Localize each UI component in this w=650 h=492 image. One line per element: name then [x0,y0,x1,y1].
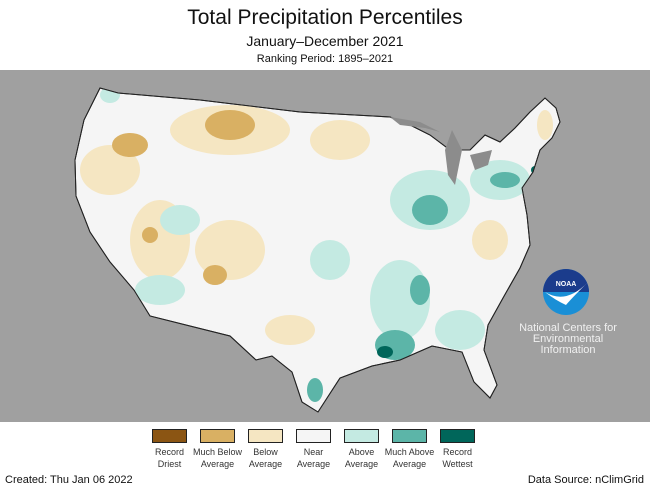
legend-item: Above Average [344,429,379,470]
legend-swatch [152,429,187,443]
legend-label: Above Average [344,447,379,469]
legend-swatch [296,429,331,443]
legend-item: Near Average [296,429,331,470]
legend-swatch [440,429,475,443]
legend-swatch [200,429,235,443]
legend-item: Record Driest [152,429,187,470]
legend-label: Much Above Average [384,447,435,469]
legend-swatch [248,429,283,443]
legend: Record Driest Much Below Average Below Ave… [152,429,476,470]
legend-swatch [344,429,379,443]
ncei-label: National Centers for Environmental Infor… [519,322,617,356]
map-title: Total Precipitation Percentiles [187,6,463,29]
legend-label: Near Average [296,447,331,469]
legend-item: Much Below Average [193,429,242,470]
created-date: Created: Thu Jan 06 2022 [5,474,133,486]
ranking-period: Ranking Period: 1895–2021 [256,53,394,65]
legend-label: Record Driest [154,447,184,469]
legend-swatch [392,429,427,443]
map-subtitle: January–December 2021 [246,33,404,49]
data-source: Data Source: nClimGrid [527,474,644,486]
svg-text:NOAA: NOAA [556,281,577,288]
legend-item: Below Average [248,429,283,470]
precipitation-map: NOAA [0,70,650,422]
legend-label: Record Wettest [442,447,473,469]
legend-item: Much Above Average [385,429,434,470]
legend-label: Much Below Average [192,447,243,469]
legend-item: Record Wettest [440,429,475,470]
noaa-logo: NOAA [543,269,589,315]
legend-label: Below Average [248,447,283,469]
